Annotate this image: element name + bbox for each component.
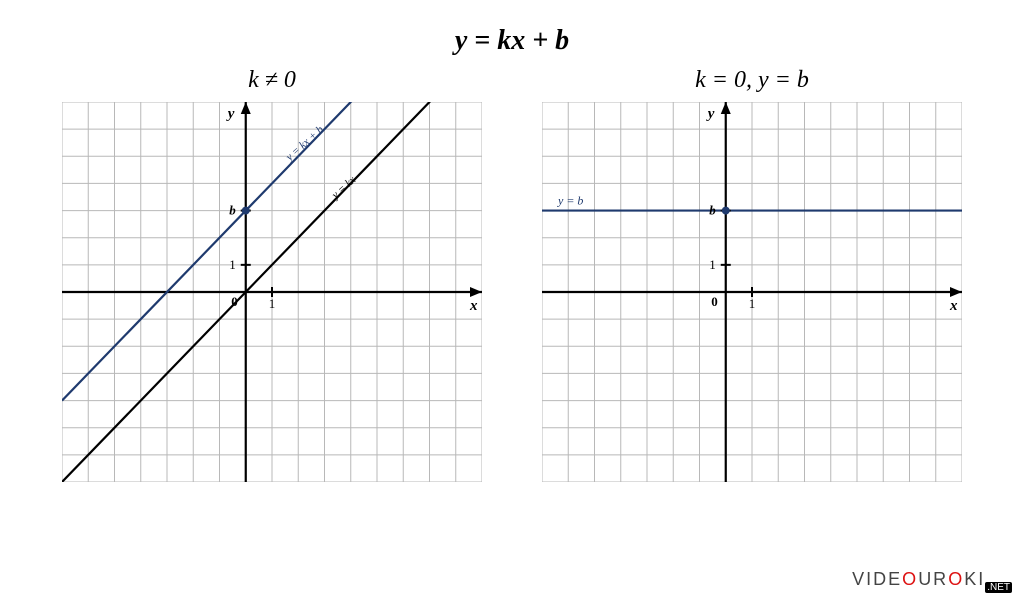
svg-text:y = b: y = b — [557, 194, 583, 208]
svg-text:x: x — [949, 298, 958, 314]
chart-left: 110xyby = kxy = kx + b — [62, 102, 482, 482]
svg-text:1: 1 — [709, 257, 716, 272]
chart-right: 1 1 0 x y b y = b — [542, 102, 962, 482]
watermark: VIDEOUROKI.NET — [852, 569, 1012, 593]
panel-left: k ≠ 0 110xyby = kxy = kx + b — [62, 67, 482, 482]
svg-text:1: 1 — [269, 296, 276, 311]
panels-row: k ≠ 0 110xyby = kxy = kx + b k = 0, y = … — [0, 67, 1024, 482]
svg-text:0: 0 — [711, 294, 718, 309]
svg-text:y: y — [226, 106, 235, 122]
page-title: y = kx + b — [0, 25, 1024, 57]
svg-text:b: b — [709, 203, 716, 218]
svg-text:1: 1 — [749, 296, 756, 311]
panel-right: k = 0, y = b 1 1 0 x y b y = b — [542, 67, 962, 482]
panel-right-subtitle: k = 0, y = b — [695, 67, 809, 94]
panel-left-subtitle: k ≠ 0 — [248, 67, 296, 94]
svg-text:x: x — [469, 298, 478, 314]
svg-text:y: y — [706, 106, 715, 122]
svg-text:b: b — [229, 203, 236, 218]
svg-text:1: 1 — [229, 257, 236, 272]
